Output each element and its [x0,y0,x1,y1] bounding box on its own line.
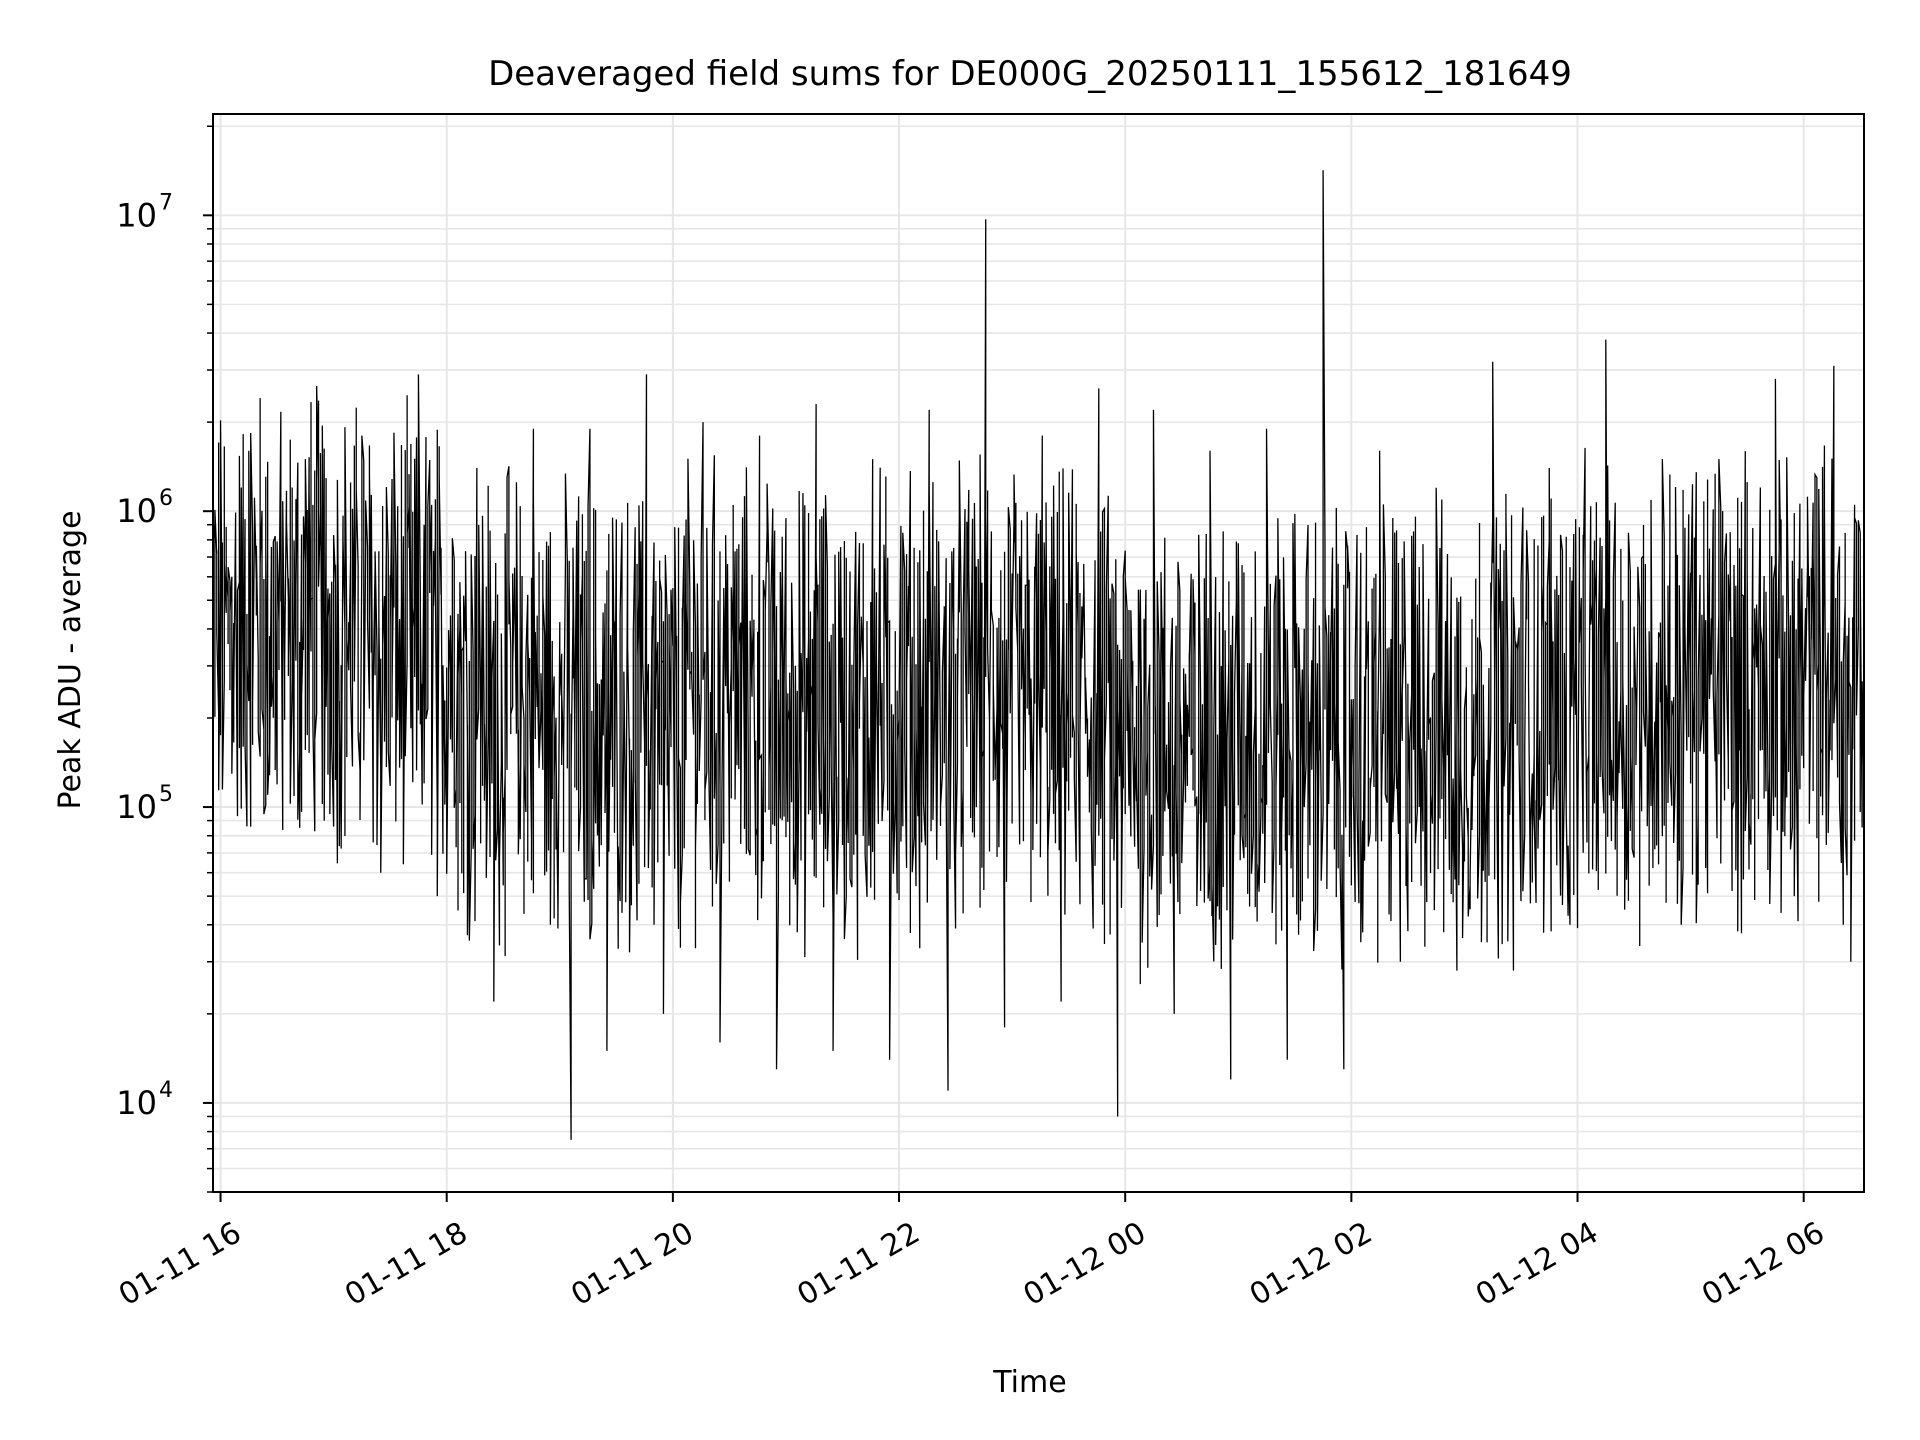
y-tick-label: 10 [116,1084,157,1122]
y-tick-base: 10 [116,196,157,234]
y-tick-base: 10 [116,1084,157,1122]
y-tick-label: 10 [116,492,157,530]
y-tick-base: 10 [116,492,157,530]
y-tick-base: 10 [116,788,157,826]
y-tick-exponent: 4 [159,1078,173,1103]
x-axis-label: Time [992,1365,1066,1400]
series-line [212,170,1865,1140]
plot-frame [212,113,1865,1193]
y-tick-exponent: 7 [159,190,173,215]
y-tick-label: 10 [116,788,157,826]
chart-title: Deaveraged field sums for DE000G_2025011… [488,54,1572,94]
y-tick-exponent: 5 [159,782,173,807]
y-axis-label: Peak ADU - average [53,510,88,809]
y-tick-exponent: 6 [159,486,173,511]
y-tick-label: 10 [116,196,157,234]
series-line-layer [212,170,1865,1140]
